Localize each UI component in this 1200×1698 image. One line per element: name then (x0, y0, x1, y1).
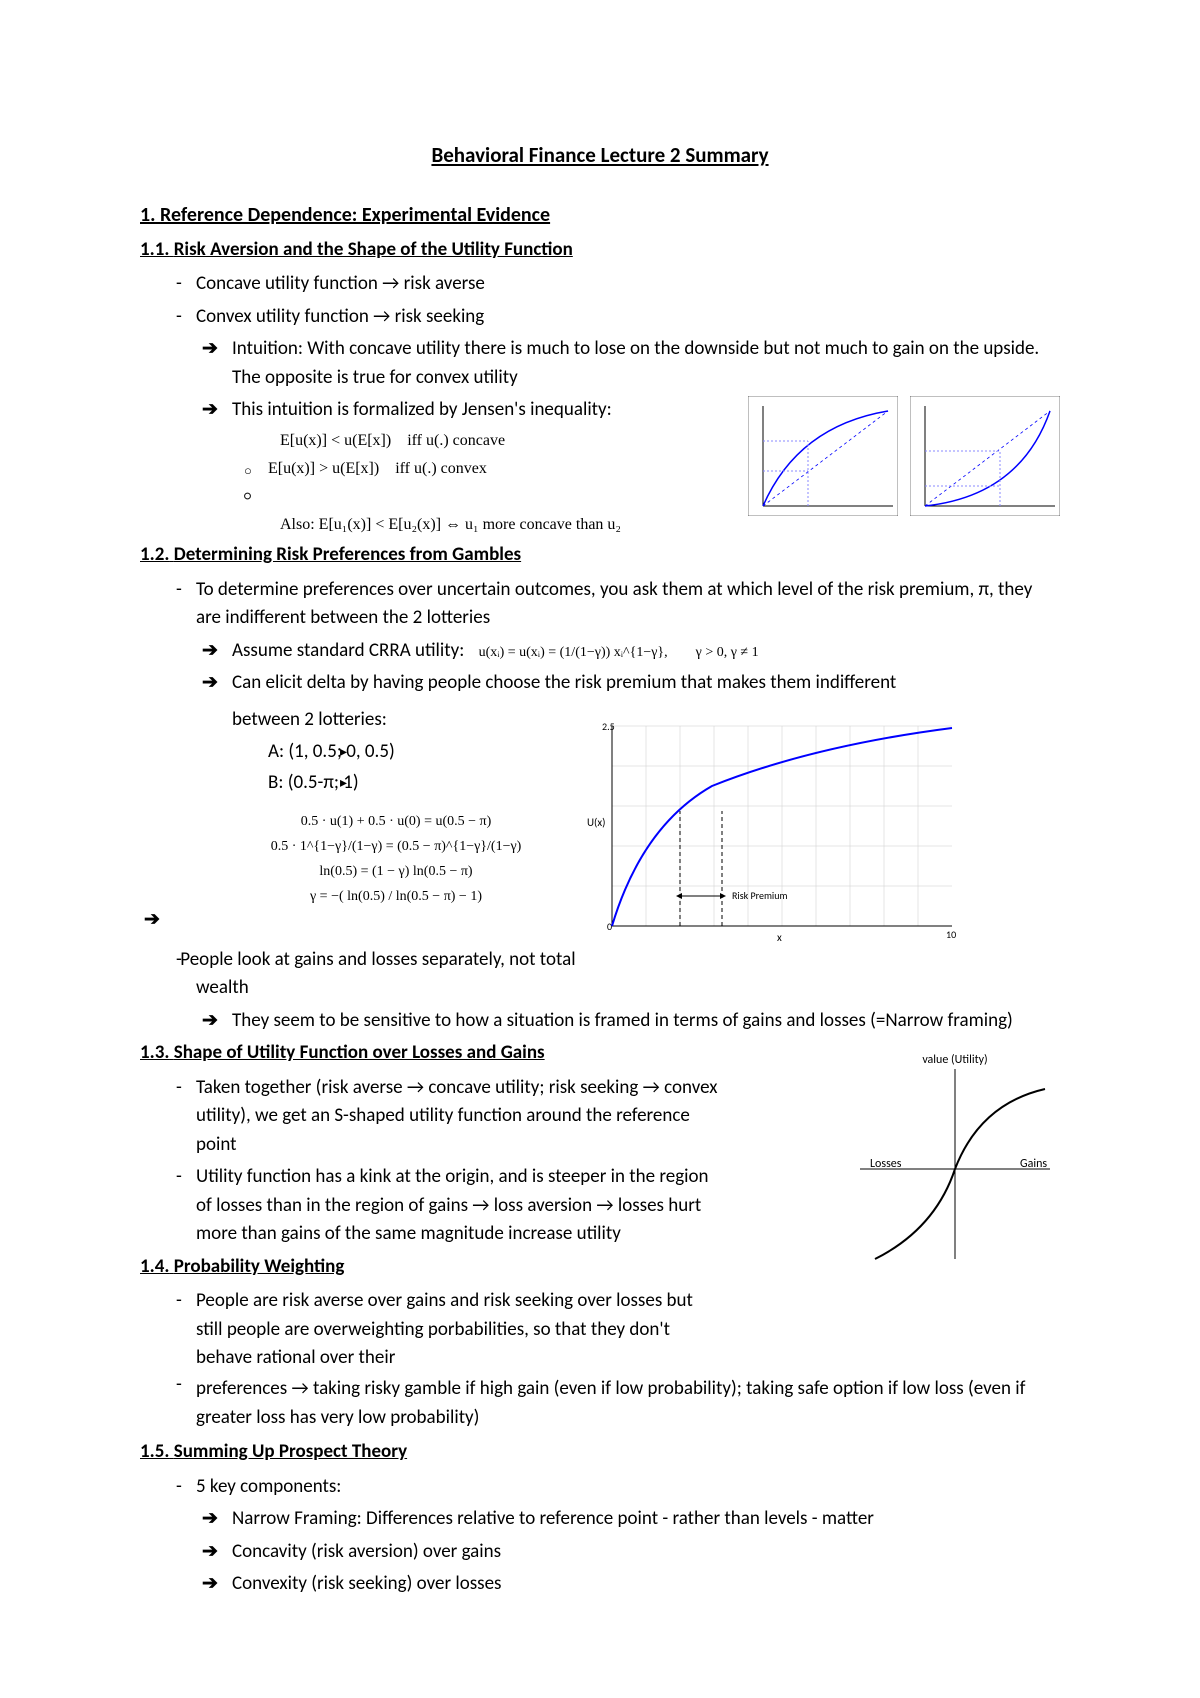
section-13-label: Shape of Utility Function over Losses an… (174, 1041, 545, 1064)
text: People are risk averse over gains and ri… (196, 1289, 693, 1369)
section-14-label: Probability Weighting (174, 1255, 345, 1278)
arrow-item: Concavity (risk aversion) over gains (140, 1538, 1060, 1567)
section-15-heading: 1.5. Summing Up Prospect Theory (140, 1438, 1060, 1467)
convex-utility-chart (910, 396, 1060, 516)
bullet-item: Concave utility function → risk averse (140, 270, 1060, 299)
bullet-item: Taken together (risk averse → concave ut… (140, 1074, 720, 1160)
section-11-heading: 1.1. Risk Aversion and the Shape of the … (140, 236, 1060, 265)
section-13-heading: 1.3. Shape of Utility Function over Loss… (140, 1039, 838, 1068)
section-15-label: Summing Up Prospect Theory (174, 1440, 407, 1463)
equation: 0.5 · u(1) + 0.5 · u(0) = u(0.5 − π) (232, 811, 560, 832)
equation: 0.5 · 1^{1−γ}/(1−γ) = (0.5 − π)^{1−γ}/(1… (232, 836, 560, 857)
section-12-number: 1.2. (140, 543, 169, 566)
arrow-item: Intuition: With concave utility there is… (140, 335, 1060, 392)
equation: Also: E[u₁(x)] < E[u₂(x)] ⇔ u₁ more conc… (140, 513, 736, 537)
section-12-label: Determining Risk Preferences from Gamble… (174, 543, 521, 566)
left-label: Losses (870, 1157, 902, 1171)
section-13-number: 1.3. (140, 1041, 169, 1064)
bullet-item: People are risk averse over gains and ri… (140, 1287, 720, 1373)
section-12-heading: 1.2. Determining Risk Preferences from G… (140, 541, 1060, 570)
bullet-item: Convex utility function → risk seeking (140, 303, 1060, 332)
circle-item: E[u(x)] > u(E[x]) iff u(.) convex (140, 457, 736, 481)
right-label: Gains (1020, 1157, 1047, 1171)
concave-utility-chart (748, 396, 898, 516)
equation: E[u(x)] < u(E[x]) iff u(.) concave (140, 429, 736, 453)
text: between 2 lotteries: (232, 706, 560, 735)
section-15-number: 1.5. (140, 1440, 169, 1463)
equation: ln(0.5) = (1 − γ) ln(0.5 − π) (232, 861, 560, 882)
crra-utility-chart: U(x) x 2.5 0 10 Risk Premium (572, 706, 962, 946)
svg-text:2.5: 2.5 (602, 720, 615, 733)
text: Assume standard CRRA utility: (232, 639, 464, 662)
section-14-number: 1.4. (140, 1255, 169, 1278)
circle-item (140, 483, 736, 512)
bullet-item: Utility function has a kink at the origi… (140, 1163, 720, 1249)
section-11-label: Risk Aversion and the Shape of the Utili… (174, 238, 573, 261)
arrow-item: Can elicit delta by having people choose… (140, 669, 1060, 698)
equation: u(xᵢ) = u(xᵢ) = (1/(1−γ)) xᵢ^{1−γ}, γ > … (479, 645, 759, 660)
text: People look at gains and losses separate… (140, 946, 1060, 1003)
lottery-a: A: (1, 0.5; 0, 0.5) (232, 738, 560, 767)
section-11-number: 1.1. (140, 238, 169, 261)
page-title: Behavioral Finance Lecture 2 Summary (140, 140, 1060, 172)
section-14-heading: 1.4. Probability Weighting (140, 1253, 838, 1282)
section-1-label: Reference Dependence: Experimental Evide… (160, 203, 550, 227)
bullet-item: 5 key components: (140, 1473, 1060, 1502)
svg-text:0: 0 (607, 920, 612, 933)
bullet-item: To determine preferences over uncertain … (140, 576, 1060, 633)
arrow-icon: ➔ (144, 906, 160, 935)
arrow-item: They seem to be sensitive to how a situa… (140, 1007, 1060, 1036)
bullet-continuation: - (140, 1371, 1060, 1400)
equation: γ = −( ln(0.5) / ln(0.5 − π) − 1) (232, 886, 560, 907)
annotation: Risk Premium (732, 889, 787, 902)
section-1-number: 1. (140, 203, 155, 227)
lottery-b: B: (0.5-π; 1) (232, 769, 560, 798)
s-curve-chart: value (Utility) Losses Gains (850, 1049, 1060, 1269)
svg-text:10: 10 (946, 928, 956, 941)
arrow-item: Narrow Framing: Differences relative to … (140, 1505, 1060, 1534)
x-label: x (777, 931, 782, 944)
chart-title: value (Utility) (922, 1053, 987, 1067)
arrow-item: Convexity (risk seeking) over losses (140, 1570, 1060, 1599)
section-1-heading: 1. Reference Dependence: Experimental Ev… (140, 200, 1060, 230)
arrow-item: Assume standard CRRA utility: u(xᵢ) = u(… (140, 637, 1060, 666)
arrow-item: This intuition is formalized by Jensen's… (140, 396, 736, 425)
y-label: U(x) (587, 816, 606, 829)
